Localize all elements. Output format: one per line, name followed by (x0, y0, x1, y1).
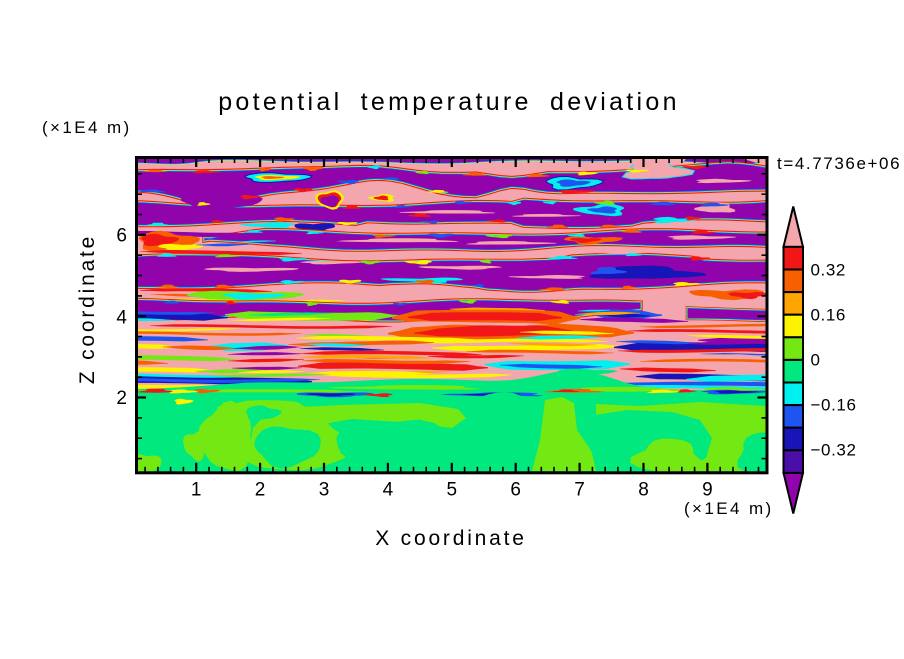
svg-text:2: 2 (255, 480, 266, 501)
svg-text:4: 4 (383, 480, 394, 501)
svg-text:2: 2 (116, 388, 127, 409)
svg-text:−0.32: −0.32 (811, 441, 857, 460)
svg-text:6: 6 (510, 480, 521, 501)
svg-text:5: 5 (447, 480, 458, 501)
svg-text:(×1E4 m): (×1E4 m) (42, 118, 132, 137)
svg-text:0.16: 0.16 (811, 306, 847, 325)
svg-text:X coordinate: X coordinate (375, 527, 527, 550)
svg-text:Z coordinate: Z coordinate (76, 234, 99, 384)
svg-text:4: 4 (116, 307, 127, 328)
svg-text:t=4.7736e+06: t=4.7736e+06 (777, 154, 901, 173)
svg-text:7: 7 (574, 480, 585, 501)
svg-text:0: 0 (811, 351, 821, 370)
svg-text:potential temperature deviatio: potential temperature deviation (218, 88, 680, 116)
svg-text:3: 3 (319, 480, 330, 501)
svg-text:(×1E4 m): (×1E4 m) (684, 499, 774, 518)
svg-text:8: 8 (638, 480, 649, 501)
svg-text:0.32: 0.32 (811, 261, 847, 280)
svg-text:−0.16: −0.16 (811, 396, 857, 415)
svg-text:9: 9 (702, 480, 713, 501)
svg-text:1: 1 (191, 480, 202, 501)
svg-text:6: 6 (116, 226, 127, 247)
